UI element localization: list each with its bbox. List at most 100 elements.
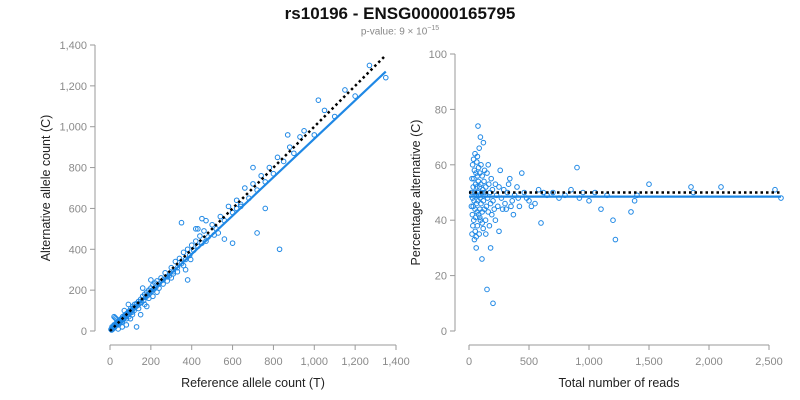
data-point [772, 186, 778, 193]
data-point [484, 170, 490, 176]
data-point [586, 198, 592, 204]
data-point [495, 203, 501, 210]
data-point [291, 150, 297, 157]
y-tick-label: 600 [69, 203, 87, 215]
data-point [491, 206, 498, 212]
data-point [485, 162, 492, 168]
data-point [526, 198, 532, 204]
y-tick-label: 1,200 [59, 81, 87, 93]
data-point [628, 209, 634, 215]
y-tick-label: 40 [435, 215, 447, 227]
data-point [182, 256, 189, 263]
data-point [178, 219, 185, 226]
data-point [148, 277, 154, 283]
chart-subtitle: p-value: 9 × 10−15 [0, 25, 800, 37]
data-point [352, 93, 358, 99]
data-point [483, 203, 490, 210]
data-point [480, 198, 487, 204]
data-point [481, 178, 487, 185]
data-point [646, 181, 652, 187]
data-point [473, 245, 480, 251]
data-point [258, 172, 264, 179]
data-point [497, 167, 504, 174]
data-point [476, 231, 483, 237]
y-axis-title: Alternative allele count (C) [39, 115, 53, 262]
data-point [471, 167, 478, 174]
data-point [470, 222, 476, 229]
y-tick-label: 400 [69, 244, 87, 256]
data-point [574, 164, 580, 171]
data-point [476, 145, 483, 151]
data-point [510, 211, 517, 218]
data-point [301, 128, 307, 134]
data-point [476, 184, 483, 190]
data-point [505, 181, 512, 187]
fit-line [109, 70, 387, 332]
y-tick-label: 20 [435, 271, 447, 283]
x-tick-label: 1,200 [341, 356, 369, 368]
data-point [174, 264, 181, 271]
x-tick-label: 1,000 [301, 356, 329, 368]
y-tick-label: 60 [435, 160, 447, 172]
data-point [503, 206, 510, 212]
data-point [197, 233, 203, 239]
y-tick-label: 100 [429, 49, 447, 61]
data-point [486, 222, 493, 229]
data-point [280, 158, 287, 165]
x-tick-label: 1,500 [635, 356, 663, 368]
y-tick-label: 0 [441, 326, 447, 338]
data-point [125, 301, 132, 308]
data-point [174, 268, 181, 275]
data-point [475, 123, 481, 129]
data-point [532, 200, 538, 207]
data-point [480, 139, 487, 146]
x-axis-title: Reference allele count (T) [181, 376, 325, 390]
data-point [135, 305, 142, 312]
data-point [471, 175, 477, 182]
data-point [485, 209, 492, 215]
data-point [490, 198, 496, 204]
data-point [550, 189, 556, 196]
x-tick-label: 2,000 [695, 356, 723, 368]
data-point [489, 211, 495, 218]
data-point [631, 198, 638, 204]
data-point [492, 181, 499, 187]
data-point [112, 314, 118, 321]
data-point [274, 154, 281, 161]
data-point [482, 217, 489, 223]
data-point [141, 301, 148, 308]
data-point [473, 234, 480, 240]
data-point [195, 226, 201, 232]
data-point [468, 203, 475, 210]
chart-title: rs10196 - ENSG00000165795 [284, 4, 516, 23]
data-point [474, 184, 480, 190]
y-tick-label: 1,000 [59, 122, 87, 134]
data-point [470, 156, 477, 163]
data-point [121, 307, 128, 314]
data-point [502, 200, 508, 207]
data-point [113, 315, 119, 322]
reference-line [109, 54, 387, 332]
data-point [487, 245, 494, 251]
y-axis-title: Percentage alternative (C) [409, 120, 423, 266]
data-point [262, 205, 269, 212]
data-point [188, 242, 195, 248]
data-point [469, 231, 475, 237]
data-point [209, 221, 215, 228]
data-point [233, 197, 240, 204]
data-point [203, 238, 209, 244]
data-point [471, 189, 478, 196]
right-scatter-panel: 0 20 40 60 80 100 0 500 1,000 1,500 2,000 2,500 Tota… [409, 49, 784, 390]
data-point [201, 228, 207, 234]
data-point [509, 198, 516, 204]
x-tick-label: 400 [183, 356, 201, 368]
data-point [474, 153, 481, 160]
data-point [478, 162, 484, 168]
data-point [297, 134, 303, 140]
x-axis-title: Total number of reads [559, 376, 680, 390]
data-point [193, 238, 199, 244]
data-point [382, 74, 389, 81]
data-point [203, 217, 209, 224]
data-point [276, 246, 283, 253]
data-point [718, 184, 724, 190]
